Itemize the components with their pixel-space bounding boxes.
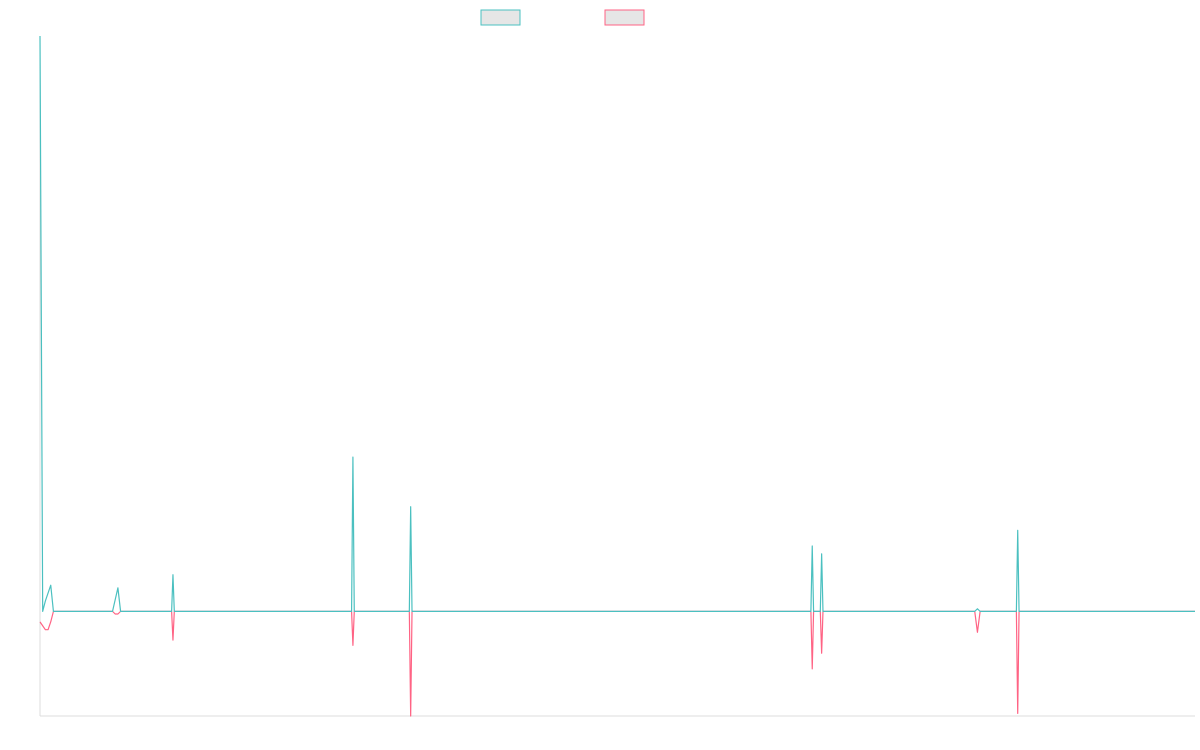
series-line-1 bbox=[39, 35, 1195, 612]
legend-swatch-2 bbox=[604, 9, 645, 26]
series-line-2 bbox=[39, 610, 1195, 717]
legend-swatch-1 bbox=[480, 9, 521, 26]
